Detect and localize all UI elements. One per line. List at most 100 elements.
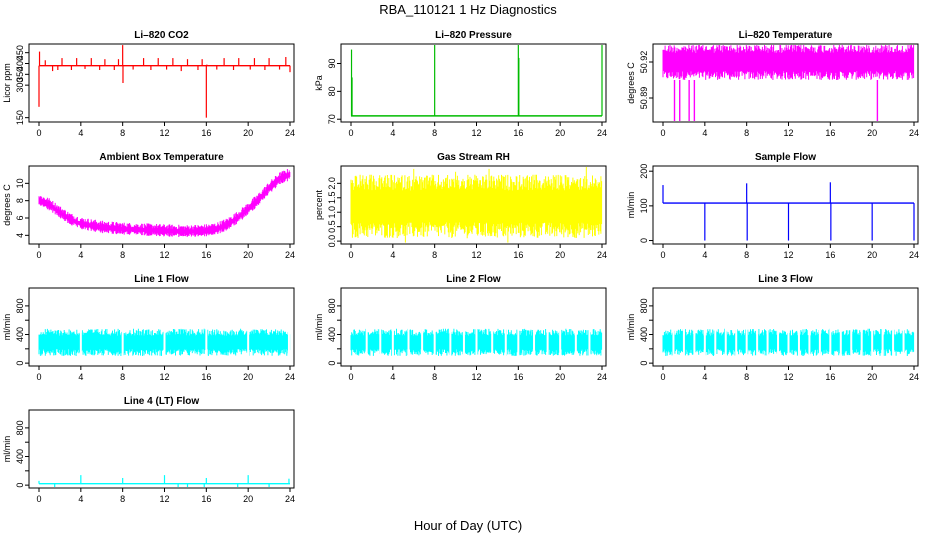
y-tick-label: 400 [15,327,25,342]
y-tick-label: 350 [15,67,25,82]
y-axis-label: ml/min [314,314,324,341]
x-tick-label: 12 [783,250,793,260]
y-axis-label: ml/min [2,436,12,463]
x-tick-label: 8 [744,250,749,260]
y-tick-label: 0 [15,361,25,366]
band-gap [850,326,853,358]
x-tick-label: 8 [120,128,125,138]
panel-2: Li–820 Pressure kPa 0 4 8 12 16 20 24 70 80 90 [314,30,607,138]
y-tick-label: 200 [639,164,649,179]
x-tick-label: 12 [159,494,169,504]
band-gap [860,326,863,358]
panel-frame [28,287,295,367]
panel-5: Gas Stream RH percent 0 4 8 12 16 20 24 0.0 0.51.0… [314,152,607,260]
data-band [350,174,603,239]
y-axis-label: ml/min [626,192,636,219]
x-tick-label: 16 [825,128,835,138]
y-tick-label: 400 [639,327,649,342]
panel-frame [652,43,919,123]
band-gap [892,326,895,358]
panel-frame [652,287,919,367]
panel-4: Ambient Box Temperature degrees C 0 4 8 12 16 2… [2,152,295,260]
x-tick-label: 4 [390,250,395,260]
x-tick-label: 20 [867,250,877,260]
x-tick-label: 8 [432,372,437,382]
panel-title: Li–820 Temperature [739,30,833,41]
band-gap [777,326,780,358]
y-tick-label: 90 [327,58,337,68]
y-tick-label: 50.89 [639,87,649,110]
x-tick-label: 24 [285,128,295,138]
band-gap [79,326,82,358]
y-tick-label: 0.5 [327,220,337,233]
y-tick-label: 50.92 [639,51,649,74]
band-gap [808,326,811,358]
x-tick-label: 24 [909,128,919,138]
x-tick-label: 8 [120,494,125,504]
band-gap [475,326,478,358]
band-gap [682,326,685,358]
panel-frame [340,287,607,367]
x-tick-label: 4 [78,128,83,138]
x-tick-label: 12 [159,128,169,138]
band-gap [121,326,124,358]
y-axis-label: Licor ppm [2,63,12,103]
x-tick-label: 20 [243,372,253,382]
y-tick-label: 400 [15,449,25,464]
y-tick-label: 400 [327,327,337,342]
data-band [662,45,915,80]
x-tick-label: 12 [471,372,481,382]
band-gap [735,326,738,358]
band-gap [421,326,424,358]
x-tick-label: 0 [348,128,353,138]
x-tick-label: 16 [825,250,835,260]
x-tick-label: 4 [702,128,707,138]
y-tick-label: 0 [639,361,649,366]
panel-title: Li–820 Pressure [435,30,512,41]
x-tick-label: 20 [243,128,253,138]
x-tick-label: 16 [201,128,211,138]
band-gap [588,326,591,358]
x-tick-label: 20 [555,372,565,382]
band-gap [829,326,832,358]
x-axis-label: Hour of Day (UTC) [413,518,523,533]
y-tick-label: 800 [639,298,649,313]
x-tick-label: 4 [390,128,395,138]
x-tick-label: 8 [432,250,437,260]
y-tick-label: 70 [327,114,337,124]
x-tick-label: 20 [555,250,565,260]
band-gap [462,326,465,358]
band-gap [247,326,250,358]
band-gap [559,326,562,358]
y-axis-label: degrees C [626,62,636,104]
band-gap [839,326,842,358]
panel-7: Line 1 Flow ml/min 0 4 8 12 16 20 24 0 400 800 [2,274,295,382]
band-gap [714,326,717,358]
y-tick-label: 0 [327,361,337,366]
panel-8: Line 2 Flow ml/min 0 4 8 12 16 20 24 0 400 800 [314,274,607,382]
panel-title: Line 4 (LT) Flow [124,396,200,407]
x-tick-label: 0 [660,372,665,382]
band-gap [517,326,520,358]
band-gap [491,326,494,358]
y-tick-label: 4 [15,233,25,238]
x-tick-label: 20 [555,128,565,138]
x-tick-label: 12 [159,250,169,260]
x-tick-label: 0 [660,128,665,138]
band-gap [546,326,549,358]
x-tick-label: 8 [120,372,125,382]
band-gap [756,326,759,358]
y-tick-label: 300 [15,78,25,93]
y-tick-label: 1.0 [327,206,337,219]
panel-3: Li–820 Temperature degrees C 0 4 8 12 16 20 24 50… [626,30,919,138]
panel-10: Line 4 (LT) Flow ml/min 0 4 8 12 16 20 24 0 400 800 [2,396,295,504]
x-tick-label: 16 [201,494,211,504]
x-tick-label: 8 [432,128,437,138]
x-tick-label: 16 [201,372,211,382]
panel-title: Line 1 Flow [134,274,189,285]
panel-title: Line 3 Flow [758,274,813,285]
y-axis-label: kPa [314,75,324,91]
x-tick-label: 24 [597,128,607,138]
x-tick-label: 24 [597,250,607,260]
